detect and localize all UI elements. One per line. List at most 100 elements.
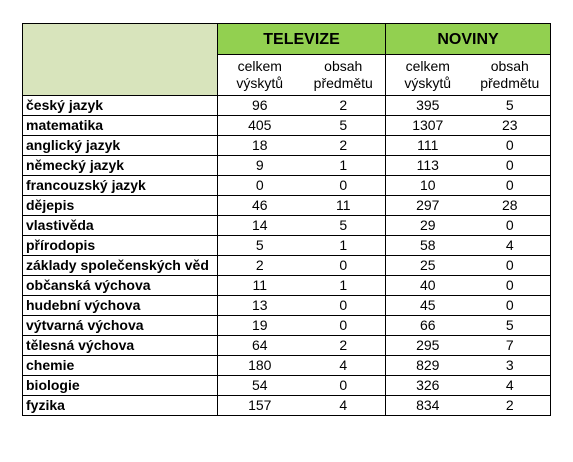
tv-content-cell: 1 (301, 155, 387, 176)
tv-total-cell: 96 (217, 95, 302, 116)
table-row: vlastivěda 14 5 29 0 (22, 215, 552, 236)
news-content-cell: 5 (469, 95, 552, 116)
subject-cell: přírodopis (22, 235, 218, 256)
news-total-cell: 58 (385, 235, 470, 256)
tv-content-header: obsah předmětu (301, 54, 387, 96)
tv-content-cell: 1 (301, 235, 387, 256)
tv-content-cell: 4 (301, 395, 387, 416)
tv-total-cell: 18 (217, 135, 302, 156)
noviny-header: NOVINY (385, 23, 552, 55)
news-total-cell: 10 (385, 175, 470, 196)
news-content-cell: 0 (469, 135, 552, 156)
group-header-row: TELEVIZE NOVINY (22, 23, 552, 96)
tv-content-cell: 0 (301, 175, 387, 196)
news-total-cell: 66 (385, 315, 470, 336)
tv-content-cell: 0 (301, 375, 387, 396)
table-row: německý jazyk 9 1 113 0 (22, 155, 552, 176)
televize-header: TELEVIZE (216, 23, 387, 55)
table-row: základy společenských věd 2 0 25 0 (22, 255, 552, 276)
news-total-cell: 25 (385, 255, 470, 276)
tv-total-cell: 2 (217, 255, 302, 276)
tv-content-cell: 0 (301, 315, 387, 336)
table-row: tělesná výchova 64 2 295 7 (22, 335, 552, 356)
news-total-cell: 829 (385, 355, 470, 376)
tv-total-cell: 180 (217, 355, 302, 376)
header-line: obsah (490, 58, 529, 74)
subject-cell: anglický jazyk (22, 135, 218, 156)
header-line: výskytů (404, 75, 452, 91)
news-content-cell: 0 (469, 255, 552, 276)
news-content-cell: 0 (469, 175, 552, 196)
tv-content-cell: 5 (301, 115, 387, 136)
news-content-cell: 23 (469, 115, 552, 136)
subject-cell: francouzský jazyk (22, 175, 218, 196)
news-content-cell: 0 (469, 295, 552, 316)
tv-total-cell: 405 (217, 115, 302, 136)
table-row: biologie 54 0 326 4 (22, 375, 552, 396)
news-content-cell: 2 (469, 395, 552, 416)
news-content-cell: 0 (469, 215, 552, 236)
news-total-cell: 45 (385, 295, 470, 316)
subject-cell: hudební výchova (22, 295, 218, 316)
table-row: přírodopis 5 1 58 4 (22, 235, 552, 256)
tv-content-cell: 2 (301, 95, 387, 116)
subject-cell: výtvarná výchova (22, 315, 218, 336)
subject-cell: tělesná výchova (22, 335, 218, 356)
tv-content-cell: 1 (301, 275, 387, 296)
news-total-cell: 40 (385, 275, 470, 296)
news-total-cell: 834 (385, 395, 470, 416)
tv-total-cell: 9 (217, 155, 302, 176)
subject-cell: biologie (22, 375, 218, 396)
news-total-cell: 1307 (385, 115, 470, 136)
subject-cell: německý jazyk (22, 155, 218, 176)
table-row: dějepis 46 11 297 28 (22, 195, 552, 216)
tv-total-cell: 54 (217, 375, 302, 396)
tv-total-cell: 0 (217, 175, 302, 196)
tv-total-cell: 14 (217, 215, 302, 236)
header-line: celkem (237, 58, 282, 74)
news-total-cell: 113 (385, 155, 470, 176)
news-content-cell: 5 (469, 315, 552, 336)
tv-content-cell: 0 (301, 255, 387, 276)
tv-content-cell: 4 (301, 355, 387, 376)
subject-frequency-table: TELEVIZE NOVINY celkem výskytů obsah pře… (22, 23, 552, 416)
table-row: chemie 180 4 829 3 (22, 355, 552, 376)
table-row: francouzský jazyk 0 0 10 0 (22, 175, 552, 196)
subject-cell: matematika (22, 115, 218, 136)
news-total-header: celkem výskytů (385, 54, 470, 96)
news-content-cell: 28 (469, 195, 552, 216)
tv-total-cell: 5 (217, 235, 302, 256)
tv-content-cell: 2 (301, 335, 387, 356)
news-content-cell: 0 (469, 275, 552, 296)
table-row: hudební výchova 13 0 45 0 (22, 295, 552, 316)
subject-cell: chemie (22, 355, 218, 376)
table-row: český jazyk 96 2 395 5 (22, 95, 552, 116)
news-content-cell: 0 (469, 155, 552, 176)
news-content-cell: 4 (469, 375, 552, 396)
header-line: předmětu (313, 75, 373, 91)
tv-content-cell: 0 (301, 295, 387, 316)
header-line: předmětu (480, 75, 540, 91)
news-content-cell: 7 (469, 335, 552, 356)
table-row: výtvarná výchova 19 0 66 5 (22, 315, 552, 336)
tv-content-cell: 2 (301, 135, 387, 156)
subject-cell: vlastivěda (22, 215, 218, 236)
tv-total-cell: 46 (217, 195, 302, 216)
news-content-cell: 4 (469, 235, 552, 256)
table-row: anglický jazyk 18 2 111 0 (22, 135, 552, 156)
subject-cell: občanská výchova (22, 275, 218, 296)
table-row: občanská výchova 11 1 40 0 (22, 275, 552, 296)
table-body: český jazyk 96 2 395 5 matematika 405 5 1307 23 an… (22, 95, 552, 416)
news-content-header: obsah předmětu (469, 54, 552, 96)
news-total-cell: 295 (385, 335, 470, 356)
subject-cell: český jazyk (22, 95, 218, 116)
corner-cell (22, 23, 218, 96)
tv-total-cell: 11 (217, 275, 302, 296)
tv-total-cell: 64 (217, 335, 302, 356)
tv-total-cell: 13 (217, 295, 302, 316)
subject-cell: fyzika (22, 395, 218, 416)
tv-content-cell: 11 (301, 195, 387, 216)
header-line: celkem (405, 58, 450, 74)
news-total-cell: 111 (385, 135, 470, 156)
tv-total-cell: 157 (217, 395, 302, 416)
